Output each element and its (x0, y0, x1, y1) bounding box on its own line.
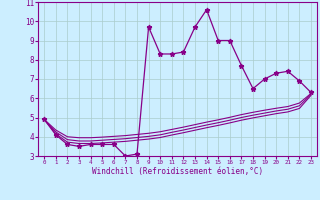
X-axis label: Windchill (Refroidissement éolien,°C): Windchill (Refroidissement éolien,°C) (92, 167, 263, 176)
